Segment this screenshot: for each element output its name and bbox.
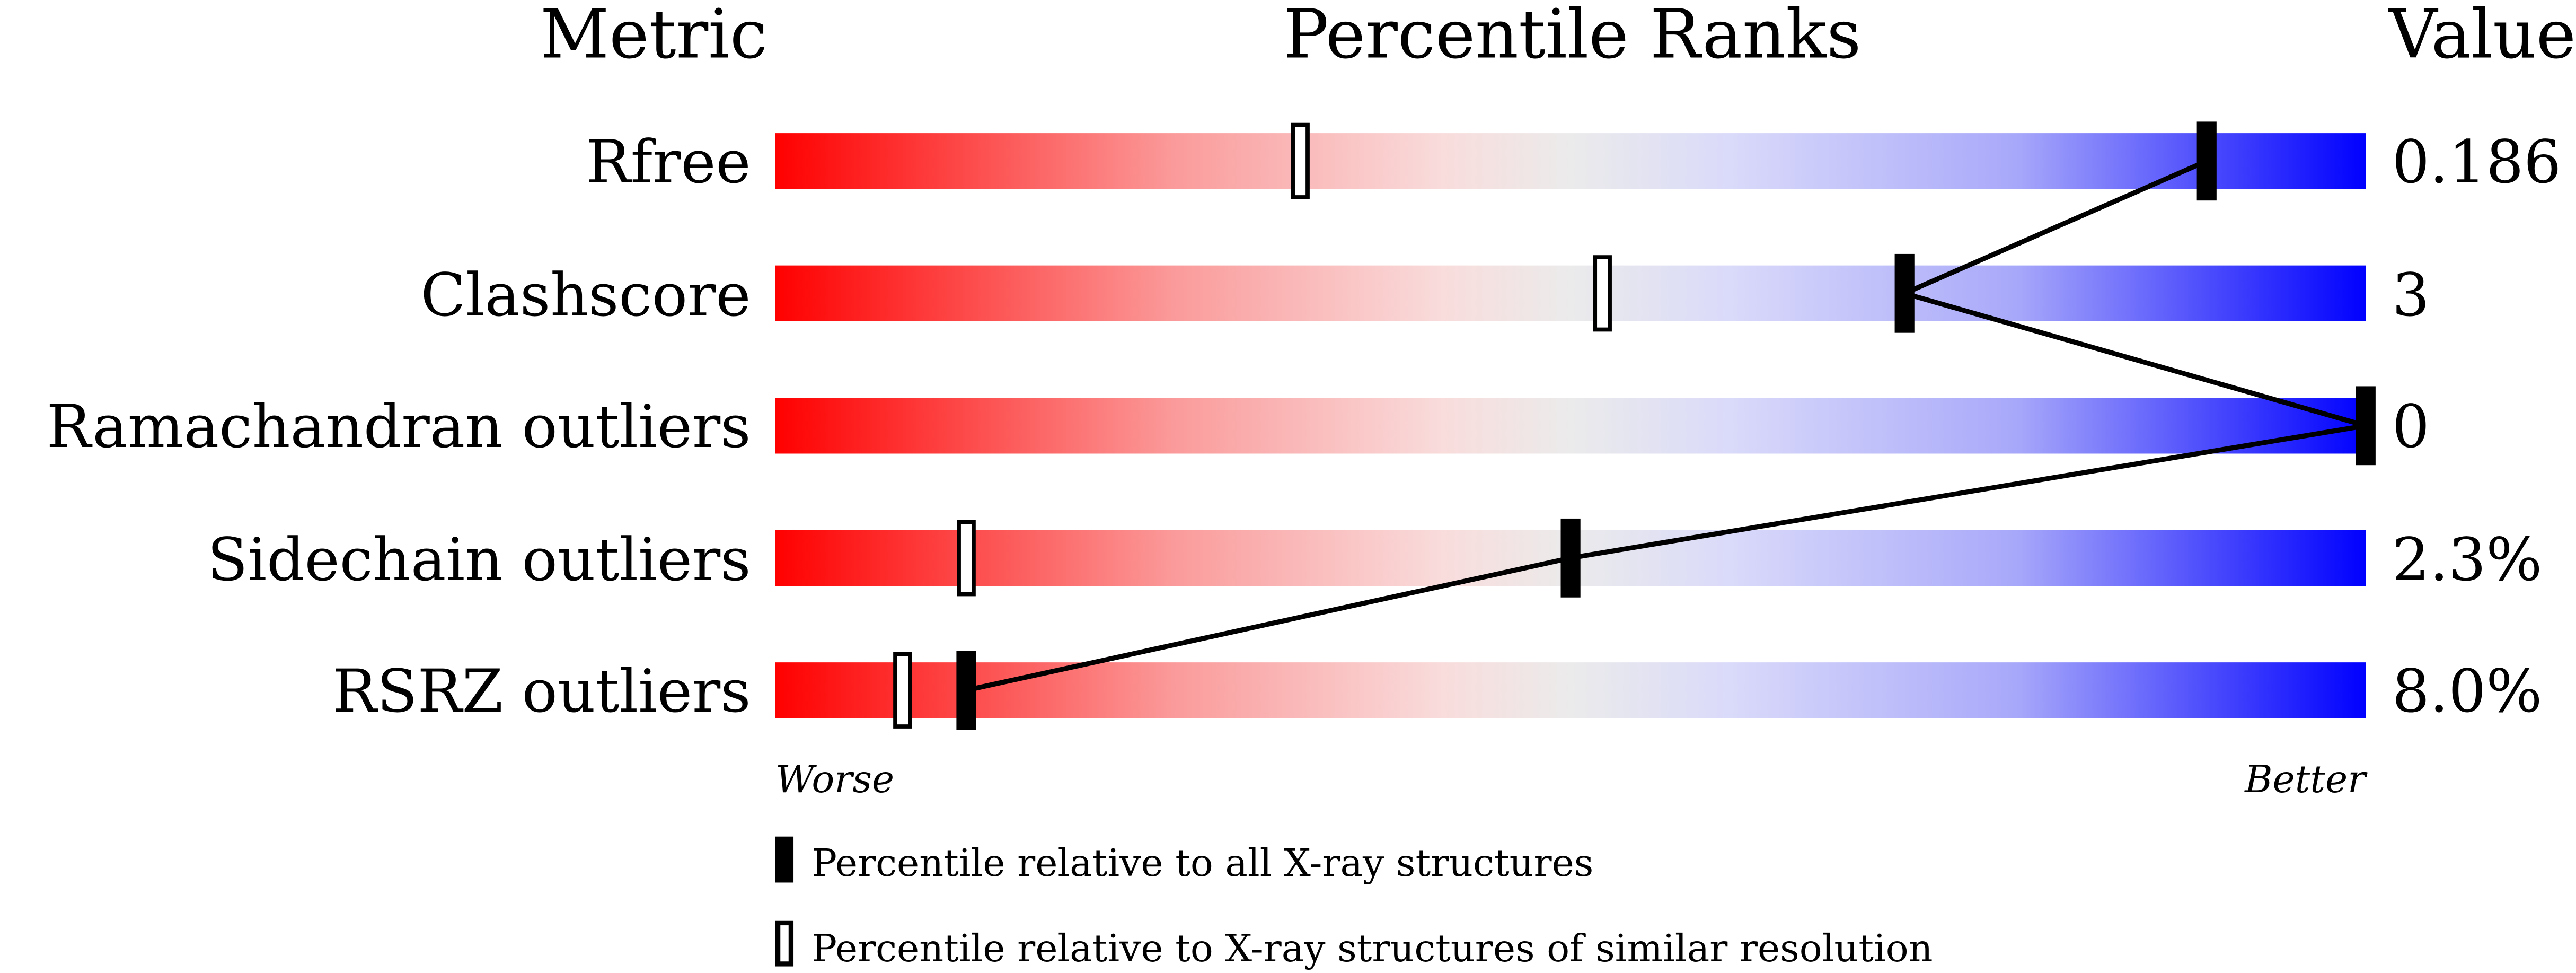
similar-resolution-percentile-marker xyxy=(1593,255,1612,332)
axis-end-better: Better xyxy=(2244,757,2368,801)
all-structures-percentile-marker xyxy=(2356,386,2376,466)
percentile-bar xyxy=(775,265,2366,322)
similar-resolution-percentile-marker xyxy=(893,652,912,729)
metric-label: Ramachandran outliers xyxy=(47,392,751,461)
legend-filled-marker-icon xyxy=(775,836,794,883)
connector-line xyxy=(1903,159,2208,296)
similar-resolution-percentile-marker xyxy=(1291,122,1310,199)
all-structures-percentile-marker xyxy=(956,651,976,730)
all-structures-percentile-marker xyxy=(1560,518,1581,598)
metric-value: 8.0% xyxy=(2392,657,2542,726)
similar-resolution-percentile-marker xyxy=(957,520,976,597)
connector-line xyxy=(1570,423,2367,560)
all-structures-percentile-marker xyxy=(1894,253,1915,333)
metric-label: Clashscore xyxy=(420,261,751,330)
metric-value: 0 xyxy=(2392,392,2430,461)
metric-value: 2.3% xyxy=(2392,525,2542,594)
header-value: Value xyxy=(2387,0,2576,74)
legend-label: Percentile relative to all X-ray structu… xyxy=(811,841,1593,885)
header-percentile-ranks: Percentile Ranks xyxy=(1283,0,1861,74)
metric-value: 3 xyxy=(2392,261,2430,330)
percentile-bar xyxy=(775,662,2366,718)
legend-open-marker-icon xyxy=(775,920,794,967)
metric-label: RSRZ outliers xyxy=(332,657,751,726)
all-structures-percentile-marker xyxy=(2196,121,2217,201)
percentile-bar xyxy=(775,133,2366,189)
connector-line xyxy=(966,555,1572,693)
connector-line xyxy=(1903,291,2367,428)
axis-end-worse: Worse xyxy=(775,757,894,801)
metric-label: Sidechain outliers xyxy=(207,525,751,594)
metric-value: 0.186 xyxy=(2392,128,2561,197)
metric-label: Rfree xyxy=(586,128,751,197)
header-metric: Metric xyxy=(540,0,767,74)
legend-label: Percentile relative to X-ray structures … xyxy=(811,926,1933,970)
percentile-bar xyxy=(775,398,2366,454)
